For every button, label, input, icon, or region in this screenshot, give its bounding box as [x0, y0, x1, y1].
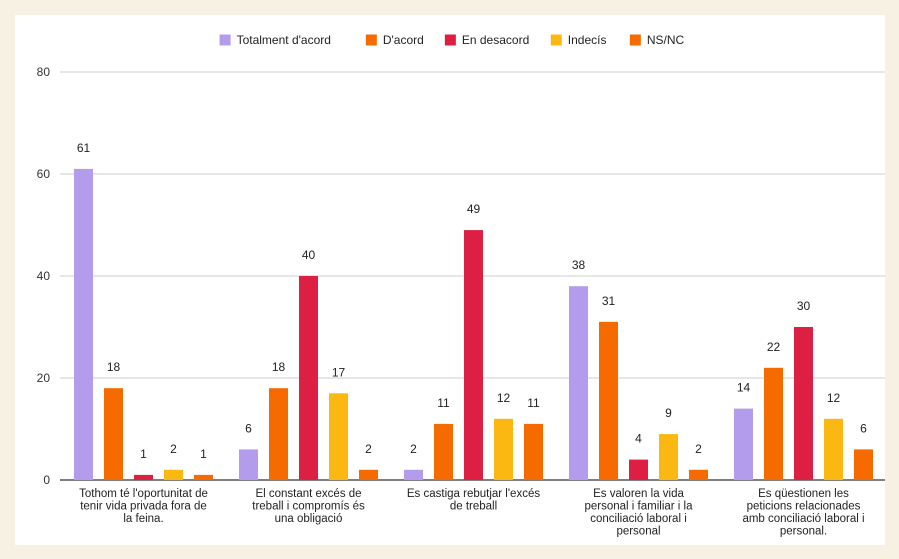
x-category-label-line: Es castiga rebutjar l'excés [407, 488, 540, 500]
data-label: 6 [860, 421, 867, 435]
bar [689, 469, 708, 480]
data-label: 22 [767, 340, 781, 354]
data-label: 2 [410, 442, 417, 456]
data-label: 6 [245, 421, 252, 435]
x-axis-category-labels: Tothom té l'oportunitat de tenir vida pri… [79, 488, 864, 538]
legend-label: Totalment d'acord [237, 33, 331, 47]
y-tick-label: 80 [37, 65, 51, 79]
legend-label: En desacord [462, 33, 529, 47]
bar [464, 230, 483, 480]
bar [659, 434, 678, 480]
bar [629, 459, 648, 480]
chart-card: 0 20 40 60 80 61 18 1 2 1 6 18 40 17 2 2 11 49 12 11 38 31 4 9… [15, 15, 885, 545]
data-label: 2 [170, 442, 177, 456]
data-label: 61 [77, 141, 91, 155]
x-category-label: El constant excés de treball i compromís … [252, 488, 365, 525]
x-category-label-line: conciliació laboral i [590, 513, 687, 525]
bar [104, 388, 123, 480]
bar [599, 321, 618, 480]
legend-swatch [550, 34, 562, 46]
data-label: 2 [365, 442, 372, 456]
bar [569, 286, 588, 480]
data-label: 9 [665, 406, 672, 420]
bars [74, 168, 873, 480]
legend-swatch [219, 34, 231, 46]
data-label: 11 [527, 396, 540, 410]
bar [494, 418, 513, 480]
y-axis: 0 20 40 60 80 [37, 65, 51, 487]
legend-label: Indecís [568, 33, 607, 47]
x-category-label-line: treball i compromís és [252, 501, 365, 513]
legend-label: NS/NC [647, 33, 685, 47]
bar [434, 423, 453, 480]
y-tick-label: 0 [43, 473, 50, 487]
bar [854, 449, 873, 480]
x-category-label-line: El constant excés de [255, 488, 361, 500]
x-category-label: Es castiga rebutjar l'excés de treball [407, 488, 540, 513]
x-category-label-line: personal. [780, 526, 827, 538]
y-tick-label: 60 [37, 167, 51, 181]
bar [239, 449, 258, 480]
bar [269, 388, 288, 480]
bar [524, 423, 543, 480]
x-category-label: Tothom té l'oportunitat de tenir vida pri… [79, 488, 208, 525]
data-label: 17 [332, 365, 346, 379]
x-category-label: Es valoren la vida personal i familiar i … [584, 488, 693, 538]
y-tick-label: 40 [37, 269, 51, 283]
x-category-label-line: peticions relacionades [747, 501, 861, 513]
x-category-label: Es qüestionen les peticions relacionades a… [742, 488, 864, 538]
bar [299, 276, 318, 480]
x-category-label-line: tenir vida privada fora de [80, 501, 207, 513]
data-label: 1 [200, 447, 207, 461]
bar [734, 408, 753, 480]
x-category-label-line: amb conciliació laboral i [742, 513, 864, 525]
x-category-label-line: Es valoren la vida [593, 488, 684, 500]
bar [194, 474, 213, 480]
data-label: 1 [140, 447, 147, 461]
data-label: 12 [497, 391, 511, 405]
x-category-label-line: Tothom té l'oportunitat de [79, 488, 208, 500]
data-label: 18 [272, 360, 286, 374]
bar [329, 393, 348, 480]
data-label: 14 [737, 381, 751, 395]
data-label: 49 [467, 202, 481, 216]
data-label: 4 [635, 432, 642, 446]
bar [794, 327, 813, 480]
legend-swatch [629, 34, 641, 46]
x-category-label-line: la feina. [123, 513, 163, 525]
legend-label: D'acord [383, 33, 424, 47]
x-category-label-line: personal i familiar i la [584, 501, 693, 513]
bar [74, 168, 93, 480]
bar [764, 367, 783, 480]
data-label: 31 [602, 294, 616, 308]
x-category-label-line: Es qüestionen les [758, 488, 849, 500]
x-category-label-line: personal [616, 526, 660, 538]
legend-swatch [365, 34, 377, 46]
legend: Totalment d'acord D'acord En desacord Indec… [219, 33, 685, 47]
data-label: 2 [695, 442, 702, 456]
bar [359, 469, 378, 480]
data-label: 11 [437, 396, 450, 410]
data-label: 38 [572, 258, 586, 272]
bar [134, 474, 153, 480]
data-label: 30 [797, 299, 811, 313]
y-tick-label: 20 [37, 371, 51, 385]
data-label: 12 [827, 391, 841, 405]
x-category-label-line: de treball [450, 501, 497, 513]
bar [824, 418, 843, 480]
bar [404, 469, 423, 480]
data-label: 40 [302, 248, 316, 262]
legend-swatch [444, 34, 456, 46]
x-category-label-line: una obligació [275, 513, 343, 525]
data-label: 18 [107, 360, 121, 374]
bar [164, 469, 183, 480]
